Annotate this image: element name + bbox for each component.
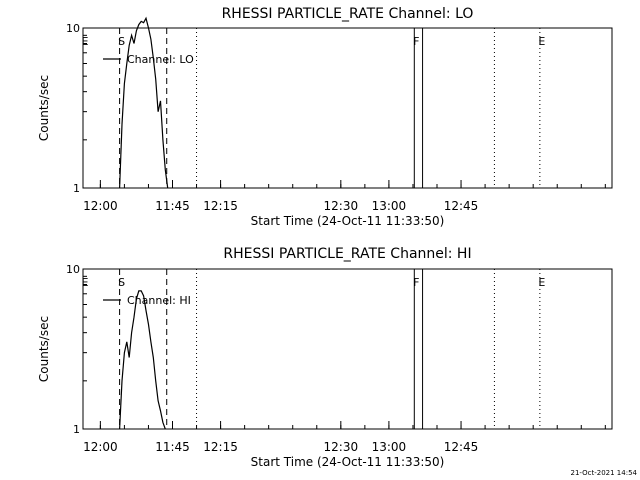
legend-entry: Channel: LO <box>127 53 194 66</box>
chart-panel-1: RHESSI PARTICLE_RATE Channel: LO 1 10 Count… <box>37 6 613 228</box>
x-tick-label: 12:45 <box>444 440 479 454</box>
chart-title: RHESSI PARTICLE_RATE Channel: HI <box>223 246 471 262</box>
annotation-label: F <box>413 276 419 289</box>
annotation-label: S <box>118 35 125 48</box>
y-axis-label: Counts/sec <box>37 75 51 141</box>
legend-entry: Channel: HI <box>127 294 191 307</box>
x-tick-label: 12:15 <box>203 440 238 454</box>
x-tick-label: 11:45 <box>155 199 190 213</box>
annotation-label: E <box>538 35 545 48</box>
annotation-label: E <box>82 276 89 289</box>
annotation-label: E <box>538 276 545 289</box>
x-axis-label: Start Time (24-Oct-11 11:33:50) <box>251 455 445 469</box>
x-tick-label: 12:00 <box>83 440 118 454</box>
annotation-label: S <box>118 276 125 289</box>
plot-frame <box>82 27 613 189</box>
plot-frame <box>82 268 613 430</box>
x-tick-label: 11:45 <box>155 440 190 454</box>
y-tick-label: 1 <box>73 182 80 195</box>
annotation-label: E <box>82 35 89 48</box>
y-axis-label: Counts/sec <box>37 316 51 382</box>
x-tick-label: 13:00 <box>372 199 407 213</box>
x-tick-label: 12:45 <box>444 199 479 213</box>
x-tick-label: 12:30 <box>324 440 359 454</box>
series-line <box>119 290 166 430</box>
chart-title: RHESSI PARTICLE_RATE Channel: LO <box>222 6 474 22</box>
series-line <box>119 16 169 189</box>
annotation-label: F <box>413 35 419 48</box>
y-tick-label: 10 <box>66 22 80 35</box>
x-axis-label: Start Time (24-Oct-11 11:33:50) <box>251 214 445 228</box>
x-tick-label: 12:15 <box>203 199 238 213</box>
footer-timestamp: 21-Oct-2021 14:54 <box>571 469 638 477</box>
y-tick-label: 1 <box>73 423 80 436</box>
y-tick-label: 10 <box>66 263 80 276</box>
chart-panel-2: RHESSI PARTICLE_RATE Channel: HI 1 10 Count… <box>37 246 613 469</box>
x-tick-label: 13:00 <box>372 440 407 454</box>
x-tick-label: 12:00 <box>83 199 118 213</box>
x-tick-label: 12:30 <box>324 199 359 213</box>
